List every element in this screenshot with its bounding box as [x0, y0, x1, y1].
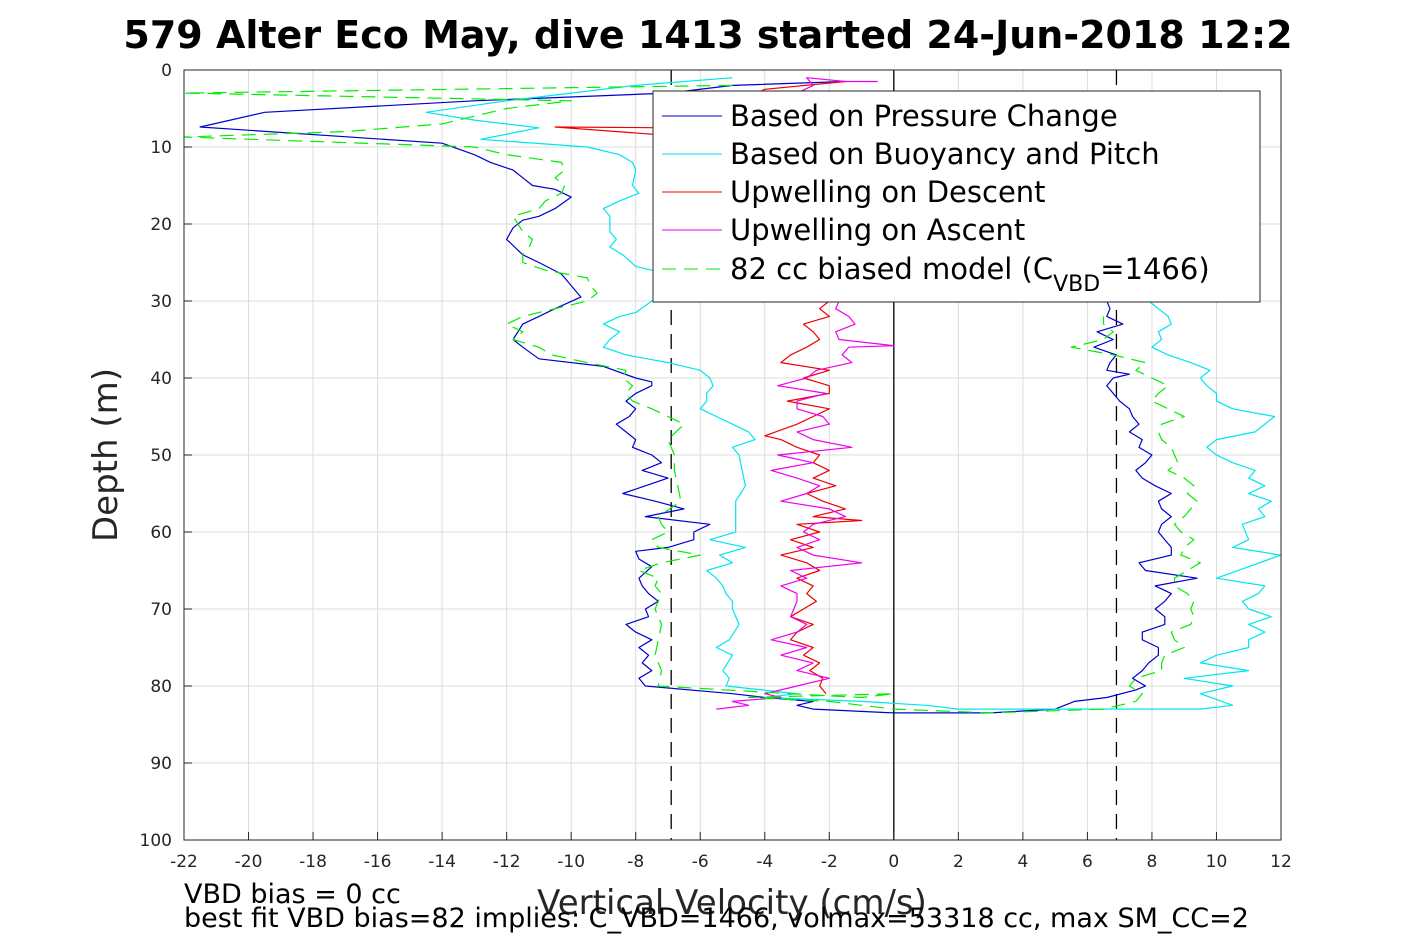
x-tick-label: 6 [1082, 852, 1093, 872]
x-tick-label: -12 [493, 852, 521, 872]
y-axis-label: Depth (m) [86, 368, 126, 542]
y-tick-label: 10 [150, 138, 172, 158]
series-line-2 [425, 77, 1281, 710]
x-tick-label: 2 [953, 852, 964, 872]
x-ticks: -22 -20 -18 -16 -14 -12 -10 -8 -6 -4 -2 0 2 4 6 8 10 12 [170, 832, 1292, 872]
legend-label-model-main: 82 cc biased model (C [730, 252, 1053, 286]
legend: Based on Pressure Change Based on Buoyan… [652, 90, 1261, 303]
footer-vbd-bias: VBD bias = 0 cc [184, 879, 401, 910]
series-line-5 [184, 84, 1201, 714]
x-tick-label: 4 [1017, 852, 1028, 872]
x-tick-label: -2 [821, 852, 838, 872]
legend-label-model-tail: =1466) [1100, 252, 1209, 286]
y-tick-label: 100 [140, 831, 172, 851]
legend-label-descent: Upwelling on Descent [730, 175, 1046, 209]
x-tick-label: 12 [1270, 852, 1292, 872]
y-tick-label: 30 [150, 292, 172, 312]
legend-box [652, 90, 1261, 303]
x-tick-label: -16 [364, 852, 392, 872]
x-tick-label: 8 [1147, 852, 1158, 872]
y-tick-label: 70 [150, 600, 172, 620]
y-tick-label: 90 [150, 754, 172, 774]
x-tick-label: -22 [170, 852, 198, 872]
x-tick-label: -10 [557, 852, 585, 872]
y-tick-label: 50 [150, 446, 172, 466]
x-tick-label: -6 [692, 852, 709, 872]
y-tick-label: 60 [150, 523, 172, 543]
y-tick-label: 20 [150, 215, 172, 235]
x-tick-label: 0 [888, 852, 899, 872]
x-tick-label: 10 [1206, 852, 1228, 872]
legend-label-model: 82 cc biased model (CVBD=1466) [730, 252, 1210, 297]
legend-label-pressure: Based on Pressure Change [730, 99, 1118, 133]
legend-label-buoyancy: Based on Buoyancy and Pitch [730, 137, 1160, 171]
x-tick-label: -20 [235, 852, 263, 872]
y-tick-label: 40 [150, 369, 172, 389]
legend-label-model-subscript: VBD [1053, 272, 1100, 297]
x-axis-label: Vertical Velocity (cm/s) [537, 883, 927, 923]
series-line-1 [199, 80, 1198, 714]
chart-title: 579 Alter Eco May, dive 1413 started 24-… [123, 13, 1292, 57]
x-tick-label: -14 [428, 852, 456, 872]
x-tick-label: -18 [299, 852, 327, 872]
legend-label-ascent: Upwelling on Ascent [730, 213, 1025, 247]
footer-best-fit: best fit VBD bias=82 implies: C_VBD=1466… [184, 903, 1249, 934]
y-ticks: 0 10 20 30 40 50 60 70 80 90 100 [140, 61, 192, 851]
y-tick-label: 80 [150, 677, 172, 697]
x-tick-label: -4 [756, 852, 773, 872]
y-tick-label: 0 [161, 61, 172, 81]
x-tick-label: -8 [627, 852, 644, 872]
